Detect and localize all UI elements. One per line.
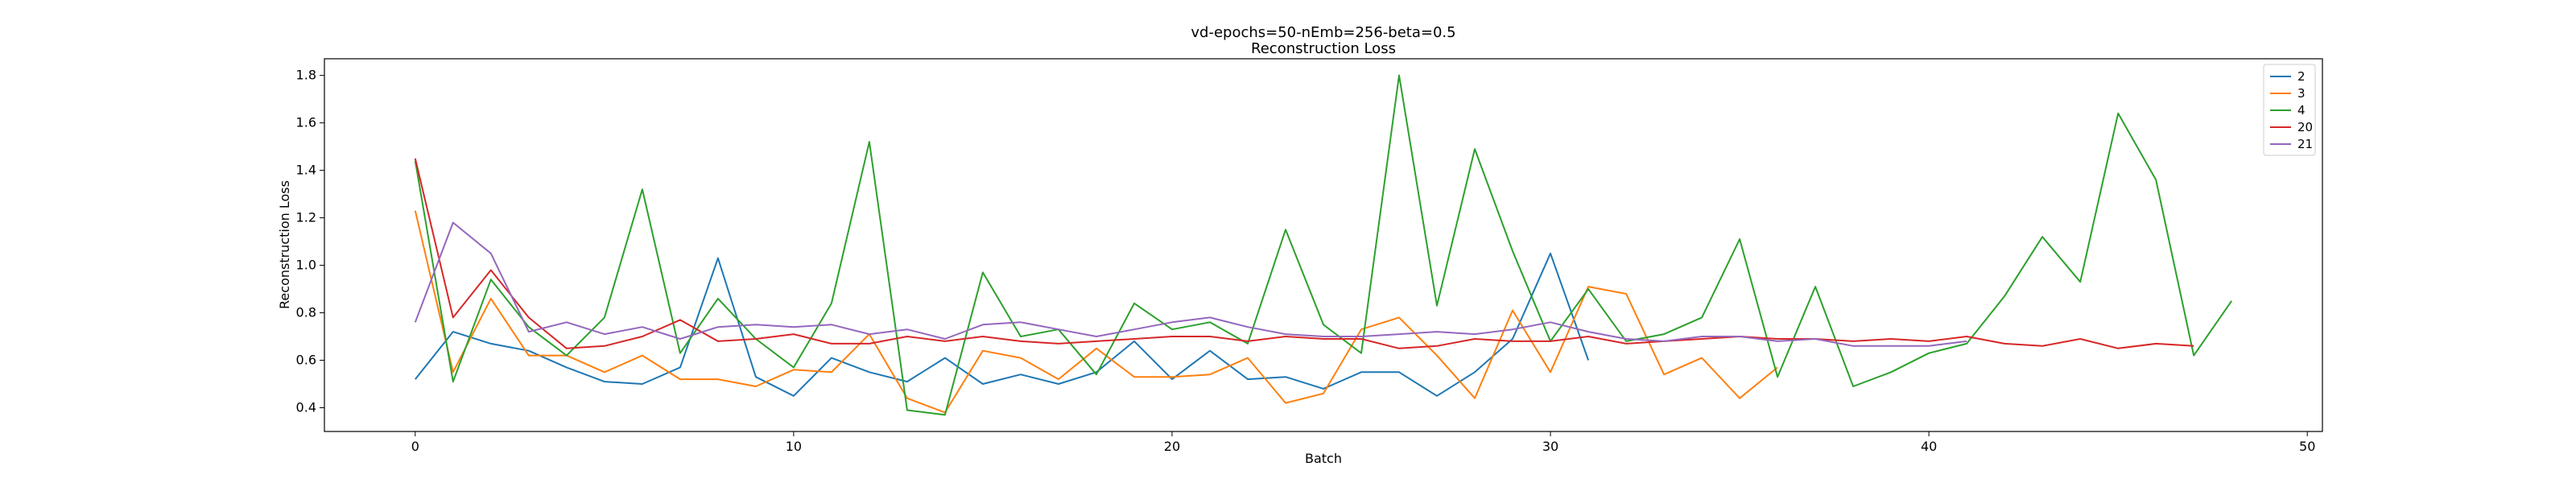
series-line-20 <box>414 158 2194 349</box>
plot-area: 0 10 20 30 40 50 0.4 0.6 0.8 1.0 1.2 1.4 1.6 1.8 <box>296 58 2323 454</box>
y-tick-label: 0.8 <box>296 305 316 320</box>
series-line-3 <box>414 210 1778 414</box>
y-tick-label: 1.2 <box>296 210 316 225</box>
y-axis-label: Reconstruction Loss <box>277 180 292 309</box>
y-tick-label: 1.8 <box>296 68 316 83</box>
series-line-21 <box>414 221 1967 347</box>
series-layer <box>414 74 2233 416</box>
chart-title: vd-epochs=50-nEmb=256-beta=0.5 <box>1191 24 1455 41</box>
ticks-layer: 0 10 20 30 40 50 0.4 0.6 0.8 1.0 1.2 1.4 1.6 1.8 <box>296 68 2316 454</box>
series-line-4 <box>414 74 2233 416</box>
plot-frame <box>324 58 2323 432</box>
y-tick-label: 1.6 <box>296 115 316 130</box>
legend-label: 3 <box>2297 86 2306 101</box>
y-tick-label: 1.4 <box>296 163 316 178</box>
y-tick-label: 0.6 <box>296 353 316 368</box>
x-axis-label: Batch <box>1305 451 1342 466</box>
x-tick-label: 0 <box>411 439 419 454</box>
legend: 2 3 4 20 21 <box>2263 64 2316 156</box>
legend-label: 20 <box>2297 120 2313 134</box>
chart-subtitle: Reconstruction Loss <box>1251 40 1396 57</box>
x-tick-label: 10 <box>786 439 802 454</box>
legend-label: 4 <box>2297 103 2306 118</box>
legend-label: 2 <box>2297 69 2306 84</box>
legend-label: 21 <box>2297 137 2313 151</box>
x-tick-label: 40 <box>1921 439 1937 454</box>
x-tick-label: 30 <box>1542 439 1558 454</box>
x-tick-label: 50 <box>2299 439 2315 454</box>
x-tick-label: 20 <box>1164 439 1180 454</box>
series-line-2 <box>415 252 1590 397</box>
y-tick-label: 1.0 <box>296 258 316 273</box>
y-tick-label: 0.4 <box>296 400 316 415</box>
